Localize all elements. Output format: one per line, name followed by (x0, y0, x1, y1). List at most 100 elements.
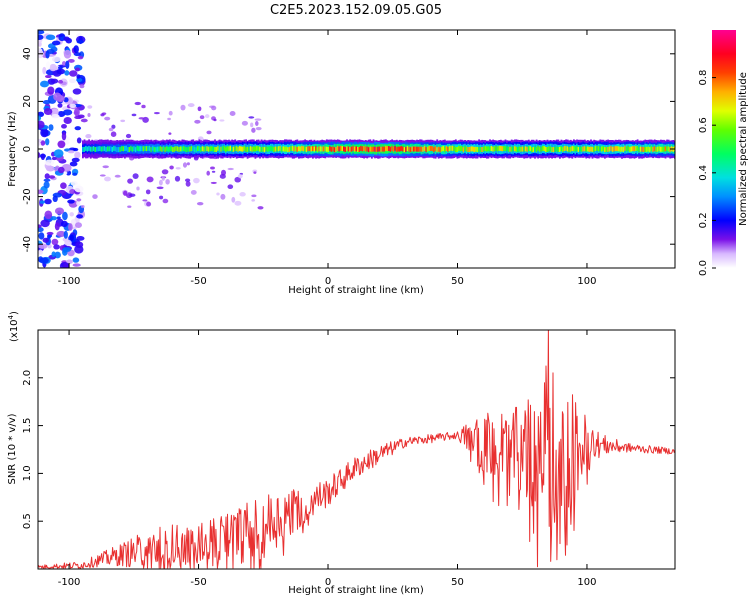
spectrogram-ridge-cell (625, 146, 628, 152)
spectrogram-ridge-cell (431, 146, 434, 152)
spectrogram-noise-cell (146, 176, 154, 183)
spectrogram-noise-cell (74, 67, 81, 72)
y-tick-label: 1.0 (22, 465, 33, 481)
spectrogram-ridge-cell (324, 146, 327, 152)
x-tick-label: -50 (190, 577, 206, 588)
spectrogram-ridge-cell (532, 147, 535, 153)
spectrogram-ridge-cell (381, 146, 384, 152)
spectrogram-ridge-cell (158, 146, 160, 152)
spectrogram-ridge-cell (467, 147, 470, 152)
spectrogram-ridge-cell (215, 147, 218, 152)
spectrogram-ridge-cell (453, 146, 456, 152)
spectrogram-noise-cell (123, 190, 128, 196)
spectrogram-noise-cell (62, 248, 68, 256)
spectrogram-noise-cell (38, 142, 42, 146)
spectrogram-ridge-cell (353, 146, 356, 152)
spectrogram-ridge-cell (661, 146, 664, 152)
spectrogram-ridge-cell (82, 147, 84, 152)
spectrogram-noise-cell (108, 127, 114, 132)
spectrogram-noise-cell (68, 70, 78, 77)
spectrogram-ridge-cell (573, 146, 575, 152)
spectrogram-ridge-cell (94, 147, 97, 152)
spectrogram-noise-cell (206, 130, 212, 135)
spectrogram-ridge-cell (251, 146, 254, 152)
spectrogram-noise-cell (52, 195, 58, 203)
spectrogram-ridge-cell (422, 146, 425, 152)
spectrogram-noise-cell (56, 230, 66, 238)
spectrogram-ridge-cell (193, 146, 196, 152)
spectrogram-noise-cell (72, 263, 81, 267)
spectrogram-noise-cell (165, 178, 170, 185)
spectrogram-ridge-cell (577, 147, 580, 152)
spectrogram-ridge-cell (240, 146, 243, 152)
spectrogram-noise-cell (193, 177, 200, 184)
spectrogram-noise-cell (54, 222, 60, 231)
spectrogram-ridge-cell (302, 146, 305, 152)
spectrogram-ridge-cell (266, 146, 269, 152)
spectrogram-ridge-cell (470, 146, 473, 152)
spectrogram-ridge-cell (274, 146, 277, 152)
spectrogram-ridge-cell (655, 147, 658, 152)
spectrogram-ridge-cell (131, 146, 134, 152)
spectrogram-noise-cell (44, 198, 52, 205)
x-tick-label: 50 (451, 577, 464, 588)
spectrogram-ridge-cell (142, 146, 145, 152)
spectrogram-noise-cell (211, 105, 217, 111)
spectrogram-ridge-cell (120, 146, 123, 152)
spectrogram-ridge-cell (148, 145, 151, 151)
spectrogram-noise-cell (45, 74, 52, 79)
spectrogram-ridge-cell (319, 146, 322, 152)
spectrogram-ridge-cell (461, 146, 463, 151)
spectrogram-ridge-cell (257, 146, 260, 152)
spectrogram-ridge-cell (642, 147, 645, 152)
spectrogram-ridge-cell (296, 146, 299, 152)
snr-x-label: Height of straight line (km) (288, 585, 424, 596)
x-tick-label: -50 (190, 276, 206, 287)
spectrogram-ridge-cell (383, 146, 386, 152)
spectrogram-ridge-cell (122, 146, 125, 152)
spectrogram-ridge-cell (622, 147, 625, 152)
spectrogram-noise-cell (74, 151, 81, 159)
spectrogram-noise-cell (146, 201, 152, 207)
spectrogram-ridge-cell (358, 146, 361, 152)
spectrogram-ridge-cell (209, 146, 212, 152)
spectrogram-ridge-cell (335, 147, 338, 152)
spectrogram-ridge-cell (594, 146, 597, 151)
spectrogram-noise-cell (38, 189, 44, 194)
spectrogram-y-axis: -40 -20 0 20 40 (22, 47, 675, 252)
x-tick-label: 0 (325, 577, 331, 588)
spectrogram-ridge-cell (656, 146, 659, 152)
spectrogram-ridge-cell (526, 146, 529, 152)
spectrogram-ridge-cell (211, 146, 213, 152)
spectrogram-ridge-cell (332, 146, 334, 152)
spectrogram-noise-cell (231, 196, 236, 203)
colorbar-tick-label: 0.2 (698, 212, 709, 228)
spectrogram-noise-cell (100, 113, 105, 117)
y-tick-label: 0.5 (22, 513, 33, 529)
spectrogram-ridge-cell (498, 145, 501, 151)
spectrogram-ridge-cell (322, 146, 325, 152)
spectrogram-ridge-cell (493, 146, 496, 152)
spectrogram-noise-cell (57, 79, 64, 84)
spectrogram-ridge-cell (650, 145, 653, 151)
spectrogram-ridge-cell (291, 145, 294, 151)
spectrogram-ridge-cell (103, 146, 106, 152)
spectrogram-ridge-cell (144, 146, 146, 152)
spectrogram-ridge-cell (187, 146, 190, 152)
spectrogram-ridge-cell (312, 146, 314, 151)
spectrogram-ridge-cell (647, 146, 650, 152)
spectrogram-ridge-cell (632, 146, 634, 152)
spectrogram-ridge-cell (400, 145, 403, 151)
spectrogram-ridge-cell (89, 146, 92, 152)
y-tick-label: 0 (22, 146, 33, 152)
spectrogram-ridge-cell (669, 147, 672, 153)
spectrogram-noise-cell (47, 86, 55, 95)
spectrogram-noise-cell (70, 181, 78, 186)
spectrogram-noise-cell (76, 200, 81, 206)
spectrogram-noise-cell (73, 52, 81, 57)
spectrogram-noise-cell (92, 194, 98, 199)
spectrogram-ridge-cell (336, 145, 339, 151)
spectrogram-ridge-cell (529, 146, 532, 152)
spectrogram-ridge-cell (414, 146, 417, 152)
spectrogram-ridge-cell (450, 145, 452, 151)
